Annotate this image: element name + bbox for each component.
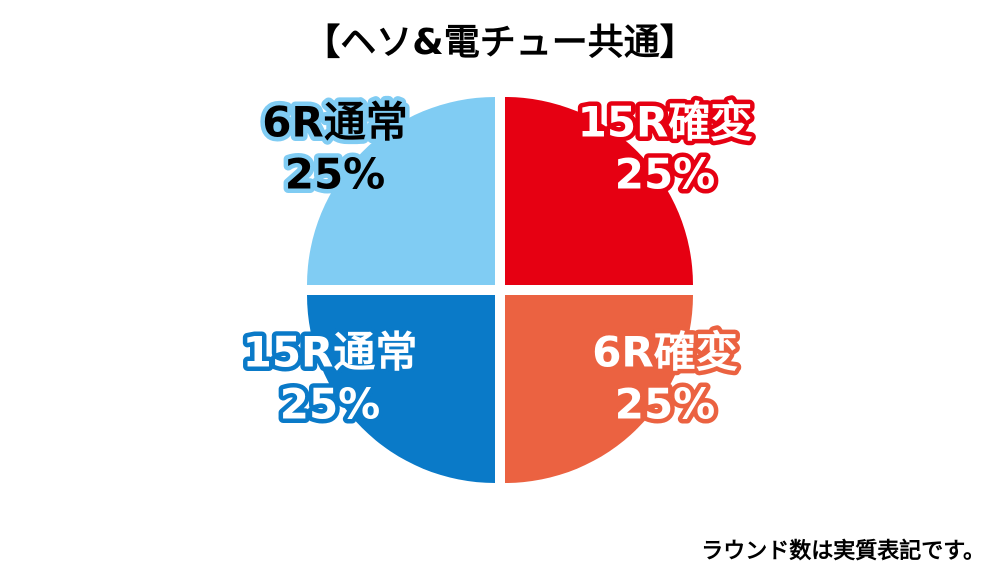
slice-label: 15R通常 [243,328,418,377]
pie-slice [504,294,693,483]
value-label: 25% [615,150,716,199]
slice-label: 15R確変 [578,98,753,147]
pie-slice [504,97,693,286]
value-label: 25% [615,380,716,429]
slice-label: 6R通常 [262,98,408,147]
value-label: 25% [280,380,381,429]
pie-slice [307,97,496,286]
chart-title: 【ヘソ&電チュー共通】 [304,22,695,63]
footnote: ラウンド数は実質表記です。 [701,538,985,564]
value-label: 25% [285,150,386,199]
slice-label: 6R確変 [592,328,738,377]
pie-slice [307,294,496,483]
